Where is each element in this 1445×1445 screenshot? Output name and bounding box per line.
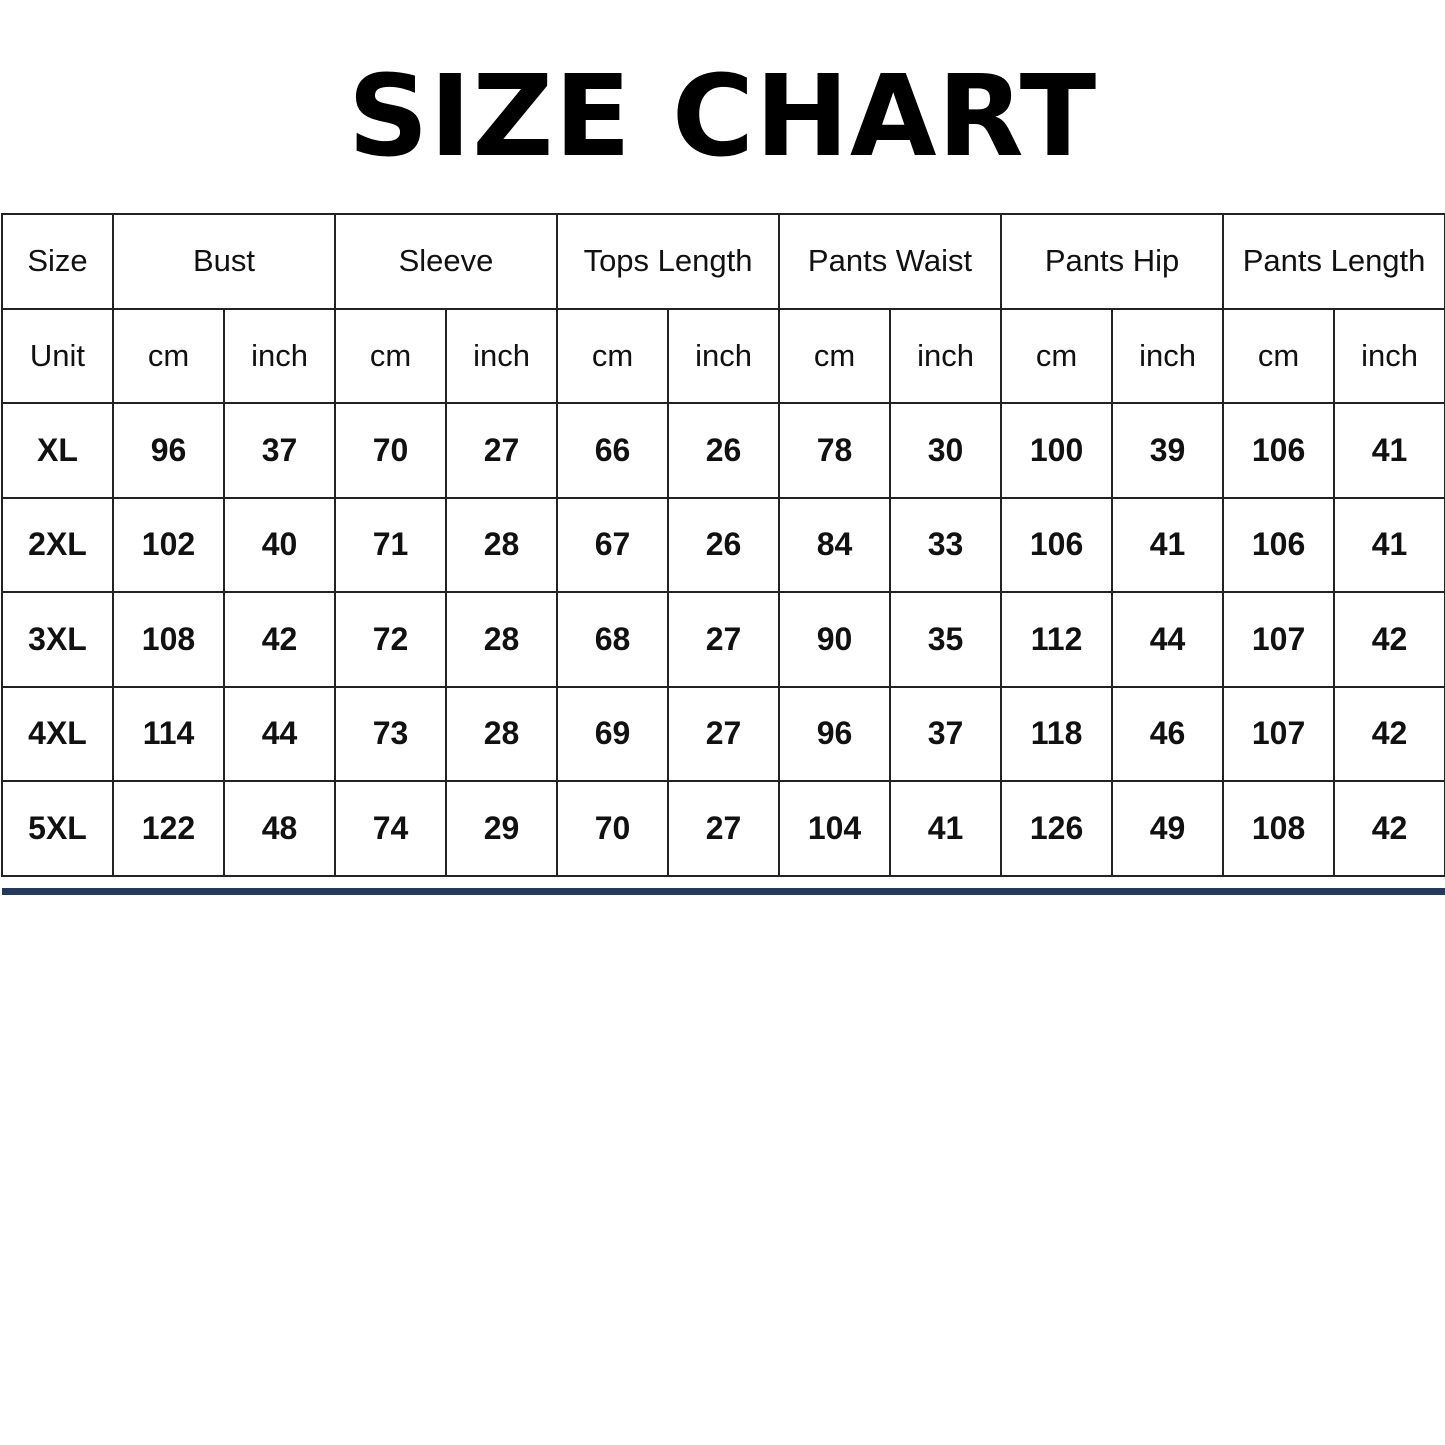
value-cell: 67: [556, 496, 670, 593]
unit-cell: cm: [112, 307, 225, 404]
header-cell: Pants Waist: [778, 213, 1003, 310]
value-cell: 78: [778, 402, 892, 499]
value-cell: 108: [1222, 780, 1336, 877]
value-cell: 42: [223, 591, 336, 688]
value-cell: 104: [778, 780, 892, 877]
value-cell: 71: [334, 496, 447, 593]
page-title: SIZE CHART: [347, 52, 1098, 182]
value-cell: 27: [667, 685, 781, 782]
table-row: 5XL 122 48 74 29 70 27 104 41 126 49 108 42: [1, 780, 1445, 877]
value-cell: 107: [1222, 685, 1336, 782]
header-cell: Sleeve: [333, 213, 559, 310]
value-cell: 28: [444, 685, 559, 782]
value-cell: 106: [1222, 402, 1336, 499]
value-cell: 42: [1333, 685, 1445, 782]
value-cell: 96: [112, 402, 225, 499]
value-cell: 41: [1333, 402, 1445, 499]
value-cell: 49: [1111, 780, 1225, 877]
value-cell: 112: [1000, 591, 1114, 688]
value-cell: 48: [223, 780, 336, 877]
value-cell: 106: [1222, 496, 1336, 593]
value-cell: 46: [1111, 685, 1225, 782]
value-cell: 68: [556, 591, 670, 688]
value-cell: 108: [112, 591, 225, 688]
header-cell: Size: [1, 213, 114, 310]
unit-cell: cm: [778, 307, 892, 404]
value-cell: 73: [334, 685, 447, 782]
value-cell: 33: [889, 496, 1003, 593]
value-cell: 74: [334, 780, 447, 877]
bottom-bar: [2, 888, 1445, 895]
value-cell: 37: [889, 685, 1003, 782]
unit-cell: inch: [1111, 307, 1225, 404]
unit-cell: cm: [1000, 307, 1114, 404]
value-cell: 96: [778, 685, 892, 782]
value-cell: 29: [444, 780, 559, 877]
value-cell: 35: [889, 591, 1003, 688]
size-label-cell: XL: [1, 402, 114, 499]
size-label-cell: 4XL: [1, 685, 114, 782]
unit-cell: cm: [1222, 307, 1336, 404]
value-cell: 118: [1000, 685, 1114, 782]
header-row: Size Bust Sleeve Tops Length Pants Waist Pant…: [1, 213, 1445, 310]
value-cell: 122: [112, 780, 225, 877]
value-cell: 27: [667, 591, 781, 688]
value-cell: 30: [889, 402, 1003, 499]
header-cell: Bust: [112, 213, 336, 310]
value-cell: 28: [444, 591, 559, 688]
value-cell: 27: [667, 780, 781, 877]
value-cell: 102: [112, 496, 225, 593]
value-cell: 37: [223, 402, 336, 499]
value-cell: 100: [1000, 402, 1114, 499]
value-cell: 114: [112, 685, 225, 782]
size-label-cell: 3XL: [1, 591, 114, 688]
value-cell: 106: [1000, 496, 1114, 593]
value-cell: 107: [1222, 591, 1336, 688]
header-cell: Pants Hip: [1000, 213, 1225, 310]
unit-cell: cm: [334, 307, 447, 404]
value-cell: 42: [1333, 591, 1445, 688]
value-cell: 70: [556, 780, 670, 877]
unit-cell: inch: [223, 307, 336, 404]
value-cell: 26: [667, 402, 781, 499]
size-chart-table: Size Bust Sleeve Tops Length Pants Waist Pant…: [1, 213, 1445, 877]
value-cell: 70: [334, 402, 447, 499]
value-cell: 90: [778, 591, 892, 688]
value-cell: 72: [334, 591, 447, 688]
value-cell: 39: [1111, 402, 1225, 499]
unit-cell: cm: [556, 307, 670, 404]
value-cell: 40: [223, 496, 336, 593]
value-cell: 66: [556, 402, 670, 499]
value-cell: 42: [1333, 780, 1445, 877]
value-cell: 41: [1333, 496, 1445, 593]
value-cell: 84: [778, 496, 892, 593]
table-row: 4XL 114 44 73 28 69 27 96 37 118 46 107 42: [1, 685, 1445, 782]
value-cell: 41: [1111, 496, 1225, 593]
table-row: 2XL 102 40 71 28 67 26 84 33 106 41 106 41: [1, 496, 1445, 593]
value-cell: 27: [444, 402, 559, 499]
value-cell: 41: [889, 780, 1003, 877]
unit-cell: inch: [667, 307, 781, 404]
unit-cell: Unit: [1, 307, 114, 404]
value-cell: 44: [223, 685, 336, 782]
value-cell: 26: [667, 496, 781, 593]
unit-cell: inch: [1333, 307, 1445, 404]
value-cell: 69: [556, 685, 670, 782]
size-label-cell: 2XL: [1, 496, 114, 593]
value-cell: 28: [444, 496, 559, 593]
header-cell: Pants Length: [1222, 213, 1445, 310]
size-label-cell: 5XL: [1, 780, 114, 877]
value-cell: 44: [1111, 591, 1225, 688]
header-cell: Tops Length: [556, 213, 781, 310]
unit-row: Unit cm inch cm inch cm inch cm inch cm inch cm inch: [1, 307, 1445, 404]
unit-cell: inch: [444, 307, 559, 404]
table-row: 3XL 108 42 72 28 68 27 90 35 112 44 107 42: [1, 591, 1445, 688]
unit-cell: inch: [889, 307, 1003, 404]
table-row: XL 96 37 70 27 66 26 78 30 100 39 106 41: [1, 402, 1445, 499]
value-cell: 126: [1000, 780, 1114, 877]
